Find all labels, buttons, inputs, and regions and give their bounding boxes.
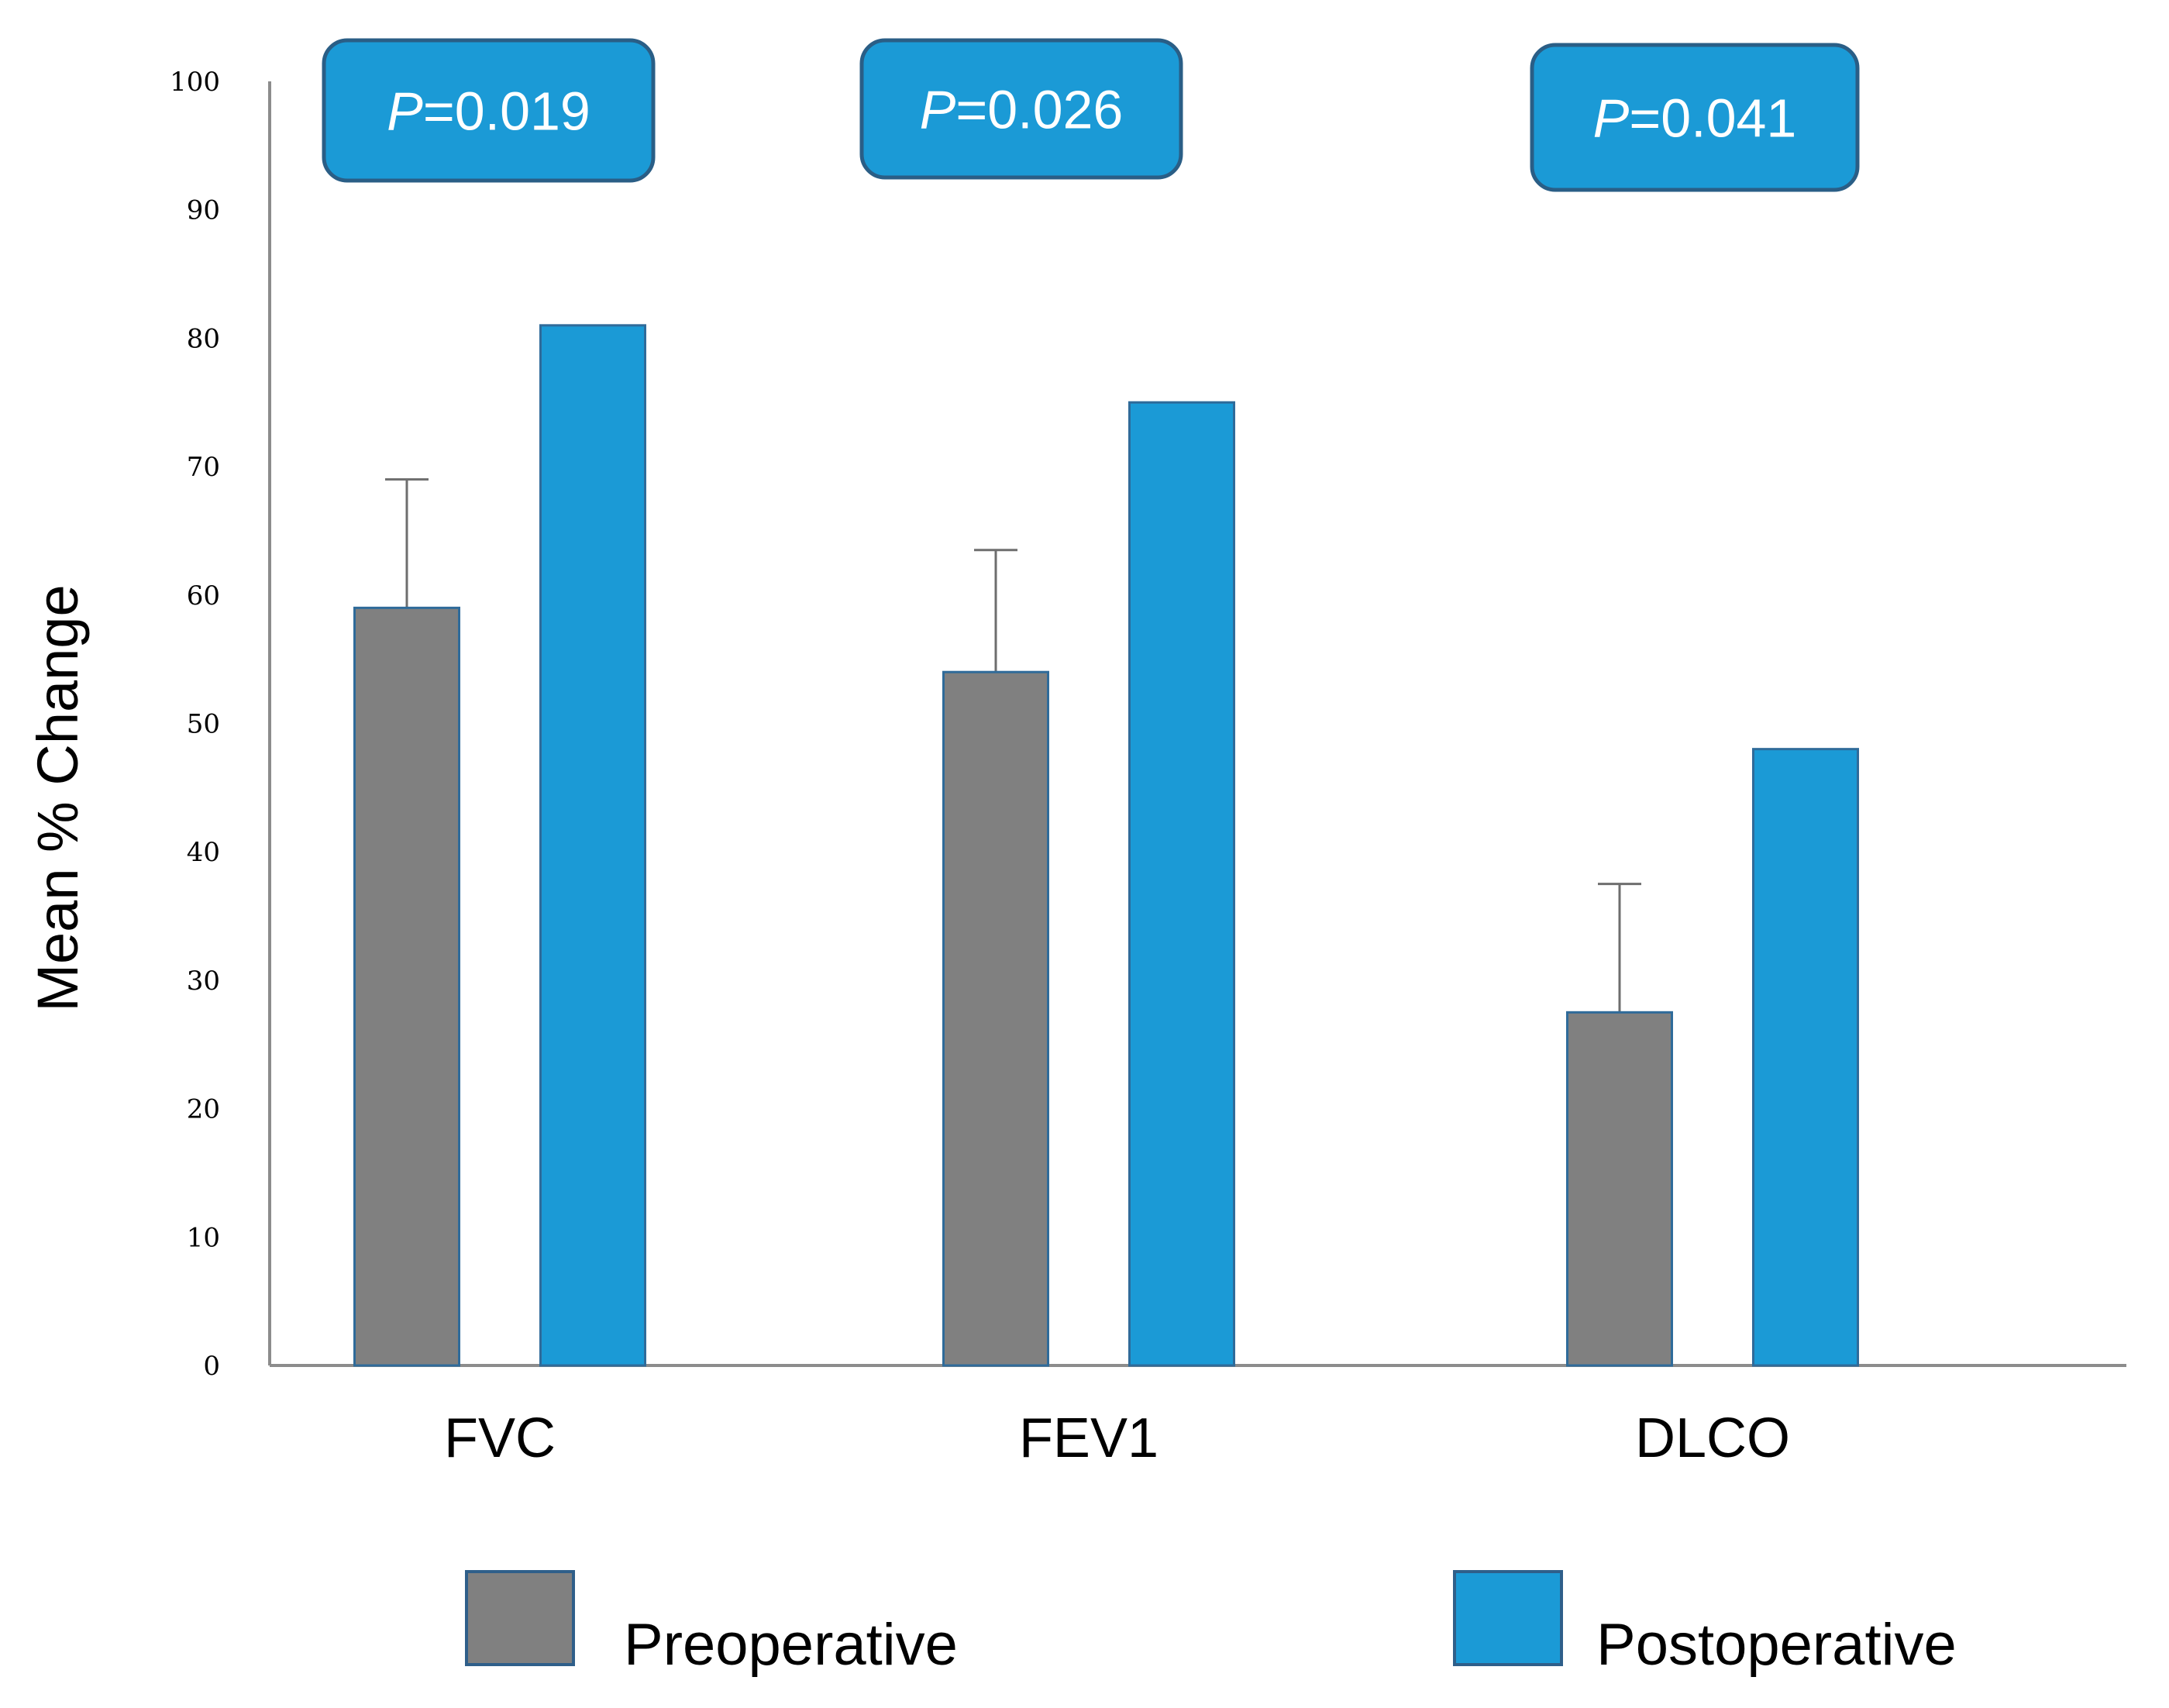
x-tick-label: DLCO	[1635, 1407, 1790, 1469]
y-tick-label: 60	[187, 580, 220, 611]
bar-preoperative-fev1	[942, 670, 1049, 1367]
p-value-box	[1530, 43, 1860, 192]
bar-postoperative-dlco	[1752, 748, 1859, 1367]
bar-postoperative-fev1	[1128, 401, 1235, 1367]
y-tick-label: 10	[187, 1222, 220, 1253]
p-value-box	[859, 38, 1183, 180]
x-tick-label: FEV1	[1019, 1407, 1159, 1469]
y-tick-label: 90	[187, 195, 220, 226]
bar-postoperative-fvc	[539, 324, 646, 1367]
p-value-label: P=0.041	[1593, 88, 1797, 149]
y-tick-label: 50	[187, 709, 220, 740]
y-tick-label: 70	[187, 452, 220, 483]
bar-preoperative-fvc	[353, 606, 460, 1367]
y-tick-label: 0	[203, 1351, 220, 1382]
y-tick-label: 40	[187, 837, 220, 868]
legend-swatch-postoperative	[1453, 1570, 1563, 1666]
legend: Preoperative Postoperative	[465, 1570, 1957, 1678]
y-tick-label: 20	[187, 1094, 220, 1125]
legend-label-preoperative: Preoperative	[624, 1612, 958, 1678]
legend-label-postoperative: Postoperative	[1596, 1612, 1957, 1678]
x-tick-label: FVC	[444, 1407, 556, 1469]
bar-preoperative-dlco	[1566, 1011, 1673, 1367]
p-value-box	[322, 38, 656, 183]
y-axis-label: Mean % Change	[26, 584, 90, 1011]
y-tick-label: 30	[187, 966, 220, 997]
p-value-label: P=0.026	[920, 80, 1124, 140]
p-value-label: P=0.019	[387, 81, 590, 142]
y-tick-label: 80	[187, 323, 220, 354]
legend-swatch-preoperative	[465, 1570, 575, 1666]
y-tick-label: 100	[170, 67, 220, 98]
